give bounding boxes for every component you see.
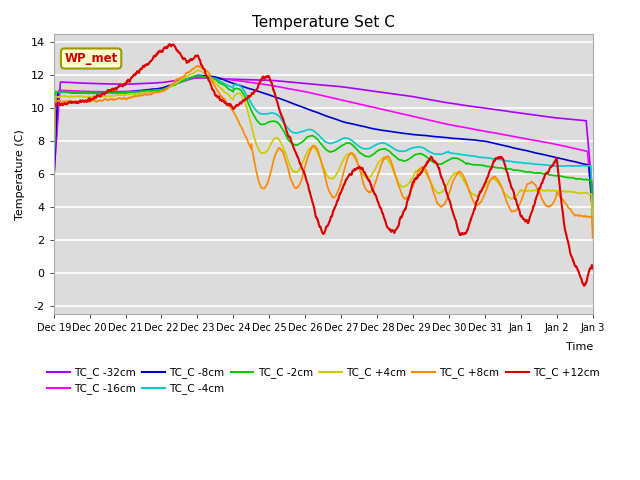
Text: WP_met: WP_met bbox=[65, 52, 118, 65]
Legend: TC_C -32cm, TC_C -16cm, TC_C -8cm, TC_C -4cm, TC_C -2cm, TC_C +4cm, TC_C +8cm, T: TC_C -32cm, TC_C -16cm, TC_C -8cm, TC_C … bbox=[43, 363, 604, 398]
Title: Temperature Set C: Temperature Set C bbox=[252, 15, 395, 30]
X-axis label: Time: Time bbox=[566, 342, 593, 352]
Y-axis label: Temperature (C): Temperature (C) bbox=[15, 129, 25, 219]
